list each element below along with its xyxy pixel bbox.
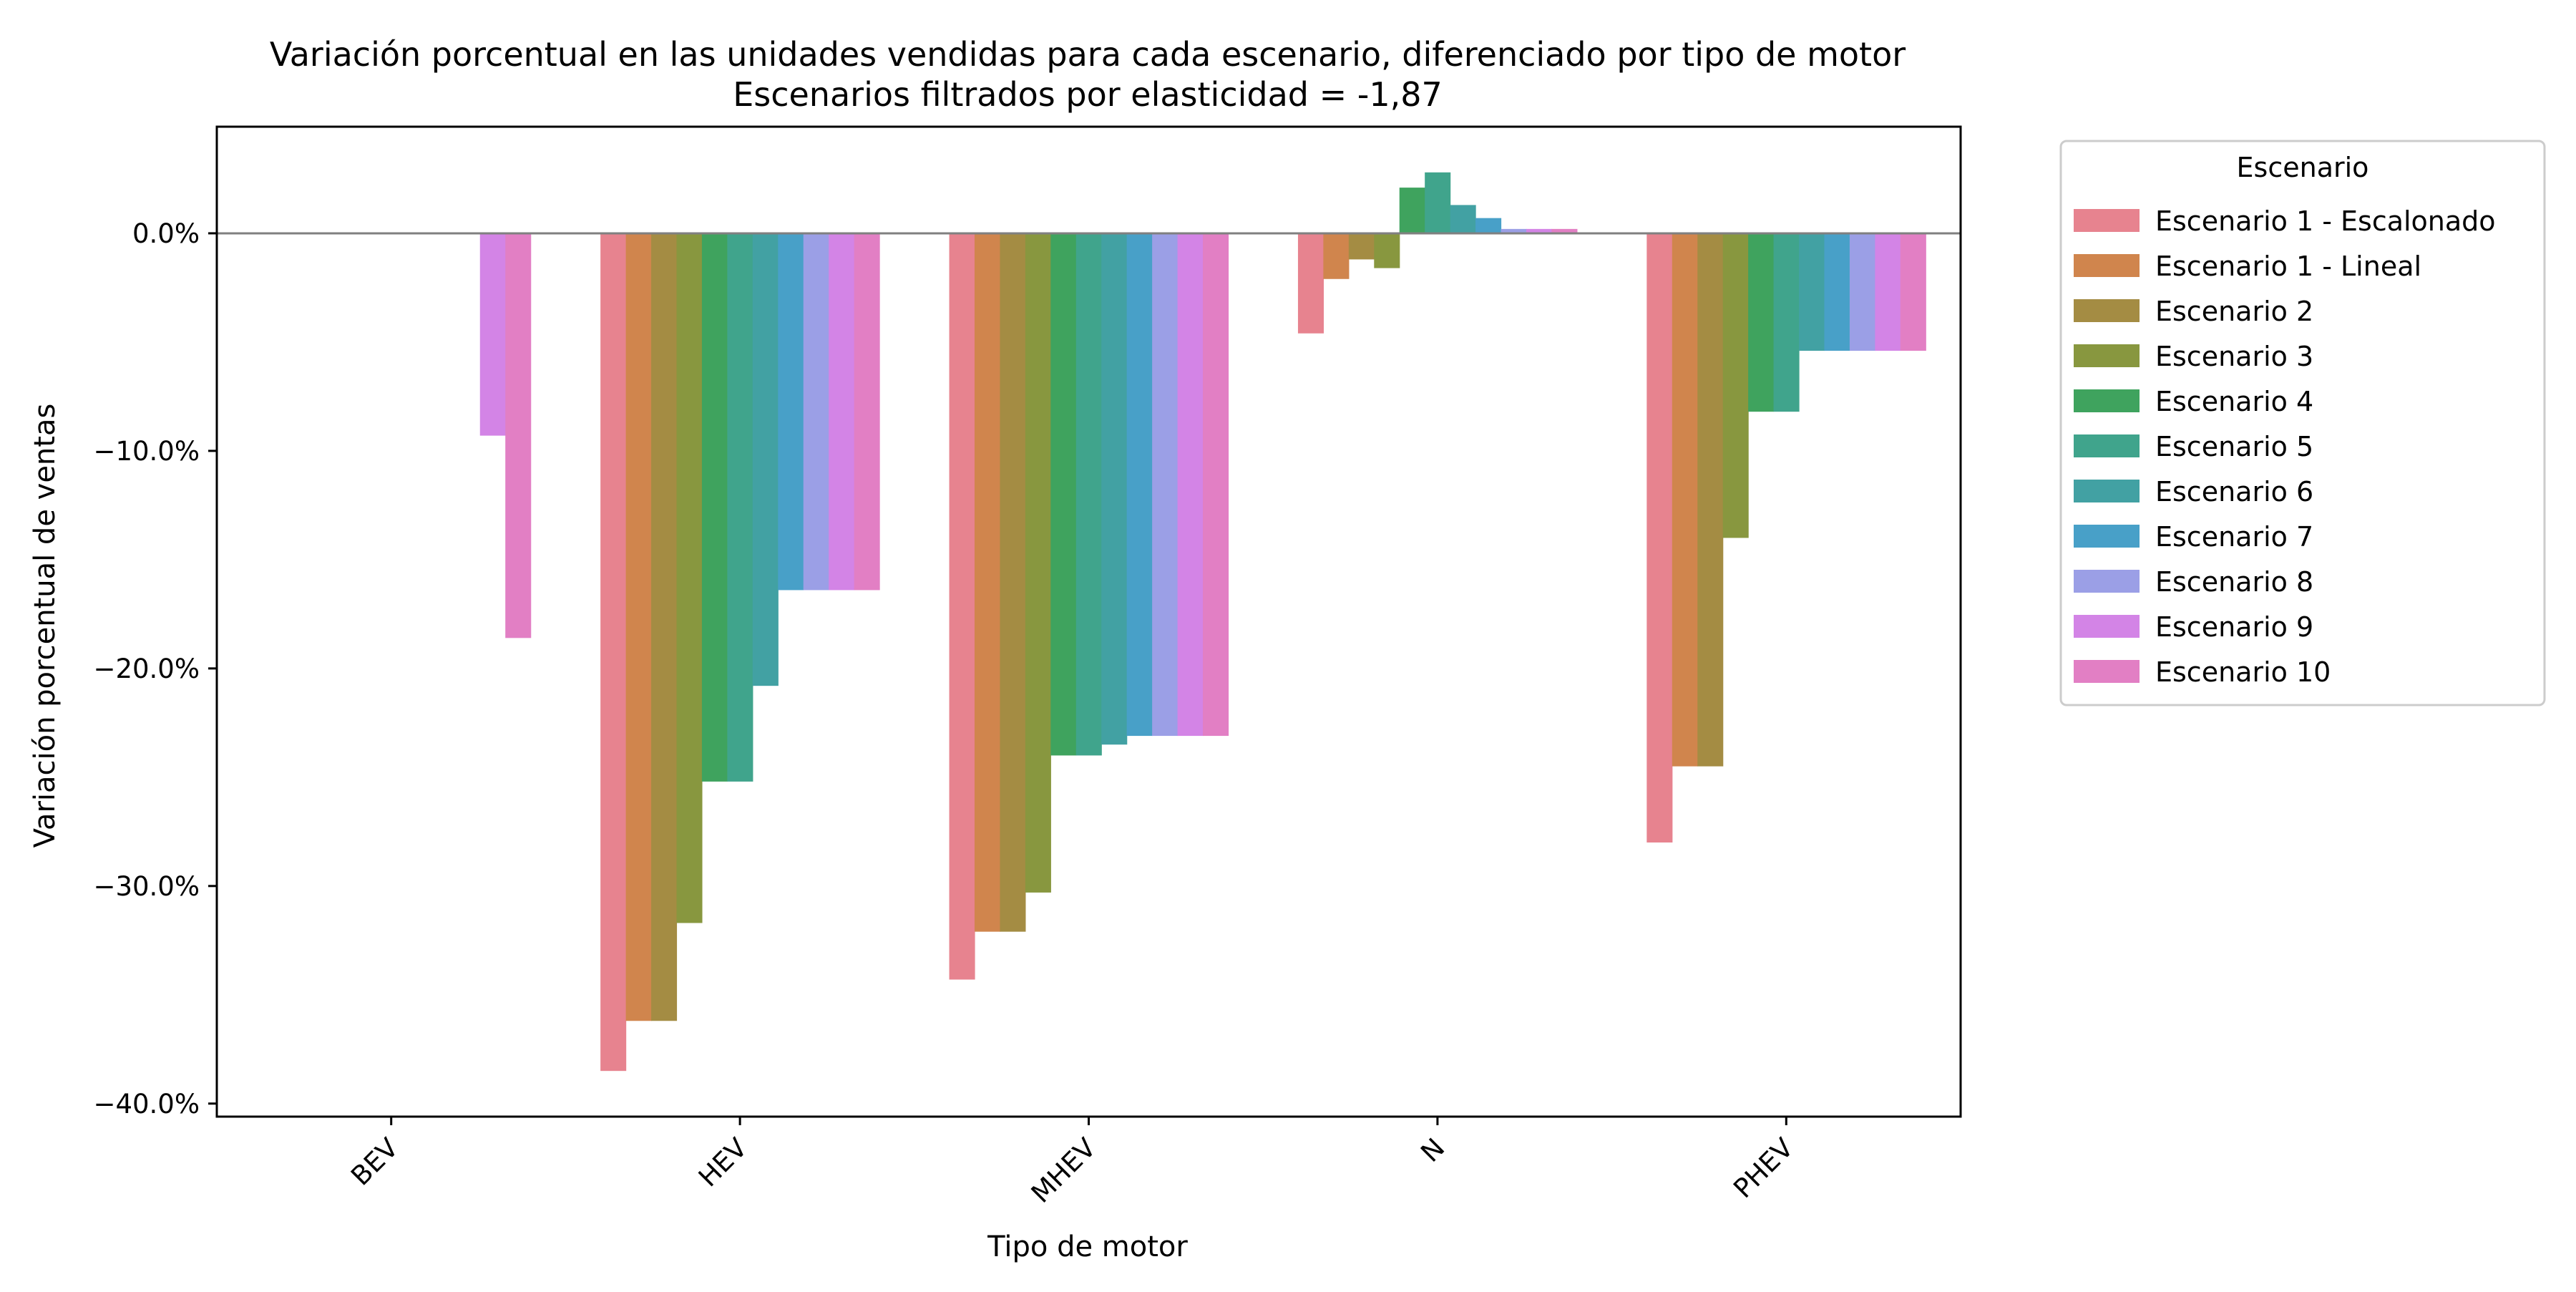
legend-title: Escenario [2237,152,2369,183]
legend-label-10: Escenario 9 [2155,611,2313,643]
x-tick-label-mhev: MHEV [1025,1132,1102,1209]
legend-swatch-4 [2074,344,2140,367]
legend-label-11: Escenario 10 [2155,656,2331,688]
bar-phev-series-2 [1672,233,1698,767]
x-tick-label-phev: PHEV [1727,1132,1799,1204]
bar-phev-series-3 [1697,233,1724,767]
legend-swatch-11 [2074,660,2140,683]
y-axis-label: Variación porcentual de ventas [29,404,62,848]
bar-phev-series-1 [1646,233,1673,843]
bar-phev-series-11 [1900,233,1926,351]
bar-mhev-series-1 [949,233,975,980]
bar-phev-series-9 [1849,233,1875,351]
bar-phev-series-4 [1722,233,1749,538]
legend-swatch-7 [2074,480,2140,502]
legend-label-4: Escenario 3 [2155,341,2313,372]
y-tick-label: −10.0% [93,436,200,467]
legend-label-9: Escenario 8 [2155,566,2313,598]
bar-hev-series-5 [701,233,728,782]
y-tick-label: 0.0% [132,218,200,249]
legend-swatch-3 [2074,299,2140,322]
legend-label-8: Escenario 7 [2155,521,2313,553]
legend-swatch-1 [2074,209,2140,232]
bar-hev-series-9 [803,233,829,591]
legend-swatch-8 [2074,525,2140,548]
bar-mhev-series-4 [1025,233,1051,893]
bar-mhev-series-6 [1075,233,1102,756]
bar-phev-series-10 [1875,233,1901,351]
bar-n-series-7 [1450,205,1476,233]
bar-hev-series-1 [600,233,627,1072]
bar-hev-series-3 [651,233,678,1021]
chart-title: Variación porcentual en las unidades ven… [270,35,1906,74]
bar-phev-series-6 [1773,233,1800,412]
bar-mhev-series-2 [974,233,1001,932]
legend-label-1: Escenario 1 - Escalonado [2155,205,2496,237]
bar-n-series-11 [1551,228,1578,233]
legend-swatch-10 [2074,615,2140,638]
legend-label-2: Escenario 1 - Lineal [2155,251,2421,282]
x-tick-label-hev: HEV [693,1132,753,1193]
x-axis-label: Tipo de motor [987,1230,1188,1263]
x-tick-label-n: N [1415,1132,1450,1168]
bar-mhev-series-7 [1101,233,1128,745]
legend-label-5: Escenario 4 [2155,386,2313,417]
bar-n-series-2 [1323,233,1350,279]
bar-bev-series-10 [479,233,506,436]
bar-hev-series-10 [829,233,855,591]
bar-hev-series-11 [854,233,880,591]
bar-n-series-4 [1374,233,1400,268]
legend-swatch-6 [2074,434,2140,457]
bar-mhev-series-8 [1126,233,1153,737]
bar-mhev-series-11 [1203,233,1229,737]
legend-label-7: Escenario 6 [2155,476,2313,507]
bar-phev-series-8 [1824,233,1850,351]
bar-hev-series-6 [727,233,753,782]
bar-n-series-5 [1399,188,1425,233]
bar-mhev-series-5 [1050,233,1077,756]
legend-label-3: Escenario 2 [2155,296,2313,327]
legend-label-6: Escenario 5 [2155,431,2313,462]
bar-mhev-series-3 [1000,233,1026,932]
bar-phev-series-5 [1748,233,1775,412]
y-tick-label: −20.0% [93,654,200,684]
bar-n-series-9 [1501,228,1527,233]
bar-n-series-1 [1297,233,1324,334]
legend-swatch-2 [2074,254,2140,277]
bar-bev-series-11 [505,233,532,638]
bar-phev-series-7 [1799,233,1825,351]
bar-hev-series-4 [676,233,703,923]
x-tick-label-bev: BEV [345,1132,404,1192]
bar-mhev-series-9 [1152,233,1179,737]
legend-swatch-9 [2074,570,2140,593]
bar-hev-series-7 [752,233,779,686]
bar-n-series-3 [1348,233,1375,260]
chart-subtitle: Escenarios filtrados por elasticidad = -… [733,75,1443,114]
y-tick-label: −40.0% [93,1089,200,1119]
bar-n-series-8 [1475,218,1502,233]
bar-mhev-series-10 [1177,233,1204,737]
legend-box [2059,140,2546,706]
legend-swatch-5 [2074,389,2140,412]
bar-hev-series-2 [625,233,652,1021]
bars-layer [479,172,1926,1072]
bar-n-series-10 [1526,228,1553,233]
bar-hev-series-8 [778,233,804,591]
bar-n-series-6 [1425,172,1451,233]
legend: Escenario Escenario 1 - Escalonado Escenar… [2059,140,2546,706]
y-tick-label: −30.0% [93,871,200,902]
